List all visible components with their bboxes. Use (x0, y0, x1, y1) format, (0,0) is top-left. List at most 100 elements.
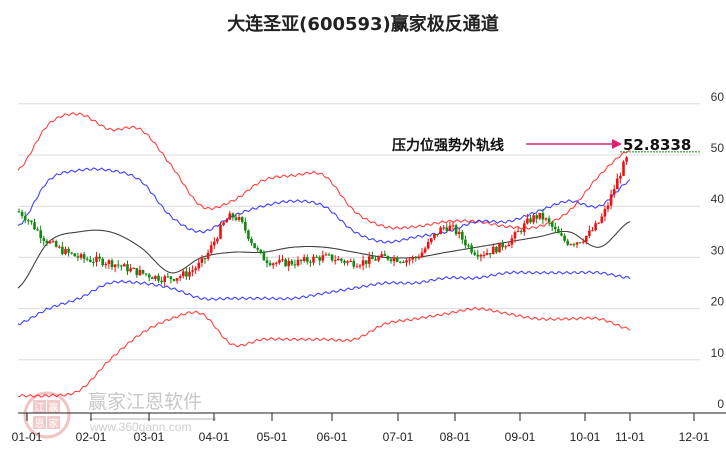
candle-body (188, 271, 191, 277)
candle-body (554, 226, 557, 230)
candle-body (417, 257, 421, 259)
candle-body (64, 248, 67, 255)
candle-body (275, 262, 278, 264)
candle-body (67, 248, 70, 253)
candle-body (501, 242, 504, 248)
candle-body (439, 227, 442, 235)
candle-body (392, 257, 396, 262)
x-tick-label: 08-01 (440, 430, 471, 444)
candle-body (296, 259, 300, 266)
candle-body (402, 261, 405, 263)
candle-body (284, 259, 287, 267)
candle-body (529, 218, 532, 223)
candle-body (346, 261, 349, 263)
candle-body (147, 274, 151, 278)
candle-body (45, 240, 49, 244)
candle-body (377, 257, 380, 261)
x-tick-label: 09-01 (505, 430, 536, 444)
candle-body (58, 246, 61, 248)
candle-body (426, 242, 430, 249)
candle-body (39, 230, 42, 239)
candle-body (116, 264, 120, 266)
candle-body (581, 241, 585, 243)
candle-body (256, 248, 259, 250)
candle-body (569, 244, 573, 246)
candle-body (17, 211, 21, 213)
x-tick-label: 10-01 (570, 430, 601, 444)
candle-body (129, 268, 132, 272)
candle-body (445, 227, 449, 231)
candle-body (337, 258, 340, 261)
candle-body (479, 254, 483, 257)
candle-body (523, 223, 526, 232)
candle-body (361, 260, 365, 266)
candle-body (603, 209, 607, 217)
candle-body (271, 263, 275, 266)
candle-body (358, 265, 362, 267)
watermark-logo-icon (23, 391, 71, 439)
watermark-logo-char: 恩 (35, 418, 45, 430)
watermark: 江赢恩 家 赢家江恩软件 www.360gann.com (23, 391, 216, 439)
candle-body (79, 254, 83, 258)
candle-body (144, 273, 148, 275)
candle-body (209, 245, 213, 253)
candle-body (547, 218, 551, 222)
candle-body (33, 222, 36, 230)
candle-body (371, 256, 374, 260)
candle-body (324, 254, 328, 256)
candle-body (95, 256, 98, 263)
watermark-logo-cell (33, 400, 46, 413)
candle-body (430, 238, 433, 243)
candle-body (454, 225, 458, 235)
candle-body (510, 238, 514, 245)
candle-body (399, 261, 402, 263)
candle-body (166, 276, 170, 278)
candle-body (120, 265, 123, 267)
candle-body (349, 260, 352, 262)
outer-upper-band (17, 112, 631, 230)
gridlines (18, 103, 700, 361)
candle-body (268, 263, 272, 266)
candle-body (51, 241, 55, 243)
candle-body (464, 239, 467, 246)
candle-body (306, 257, 309, 262)
y-tick-label: 0 (717, 397, 724, 411)
candle-body (470, 245, 473, 253)
candle-body (352, 260, 356, 267)
candle-body (557, 229, 560, 234)
annotation-label: 压力位强势外轨线 (392, 137, 504, 154)
candle-body (597, 222, 600, 224)
candle-body (433, 233, 436, 239)
outer-lower-band (17, 306, 631, 398)
candle-body (566, 240, 569, 245)
x-axis: 01-01 02-01 03-01 04-01 05-01 06-01 07-01 08-01… (12, 412, 726, 444)
candle-body (92, 261, 95, 263)
y-tick-label: 40 (711, 192, 725, 206)
candle-body (48, 241, 52, 244)
candle-body (386, 255, 390, 260)
candle-body (606, 205, 610, 210)
candle-body (343, 260, 346, 263)
candle-body (178, 276, 182, 279)
x-tick-label: 07-01 (383, 430, 414, 444)
candle-body (436, 233, 439, 235)
candle-body (550, 221, 554, 227)
candle-body (101, 258, 104, 266)
candle-body (488, 252, 492, 255)
candle-body (541, 212, 545, 220)
candle-body (467, 245, 470, 247)
candle-body (293, 264, 297, 266)
candle-body (191, 270, 194, 272)
candlesticks (17, 155, 628, 287)
candle-body (42, 238, 46, 241)
candle-body (157, 275, 160, 281)
x-tick-label: 12-01 (679, 430, 710, 444)
watermark-logo-char: 赢 (49, 401, 59, 414)
candle-body (151, 277, 154, 280)
candle-body (476, 254, 480, 257)
candle-body (457, 231, 461, 235)
candle-body (578, 242, 582, 244)
candle-body (244, 221, 247, 231)
candle-body (526, 218, 529, 224)
candle-body (513, 232, 517, 239)
